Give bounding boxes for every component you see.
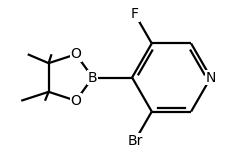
Text: O: O [70,47,81,61]
Text: B: B [88,71,97,84]
Text: Br: Br [127,134,142,148]
Text: N: N [205,71,215,84]
Text: F: F [131,7,138,21]
Text: O: O [70,94,81,108]
